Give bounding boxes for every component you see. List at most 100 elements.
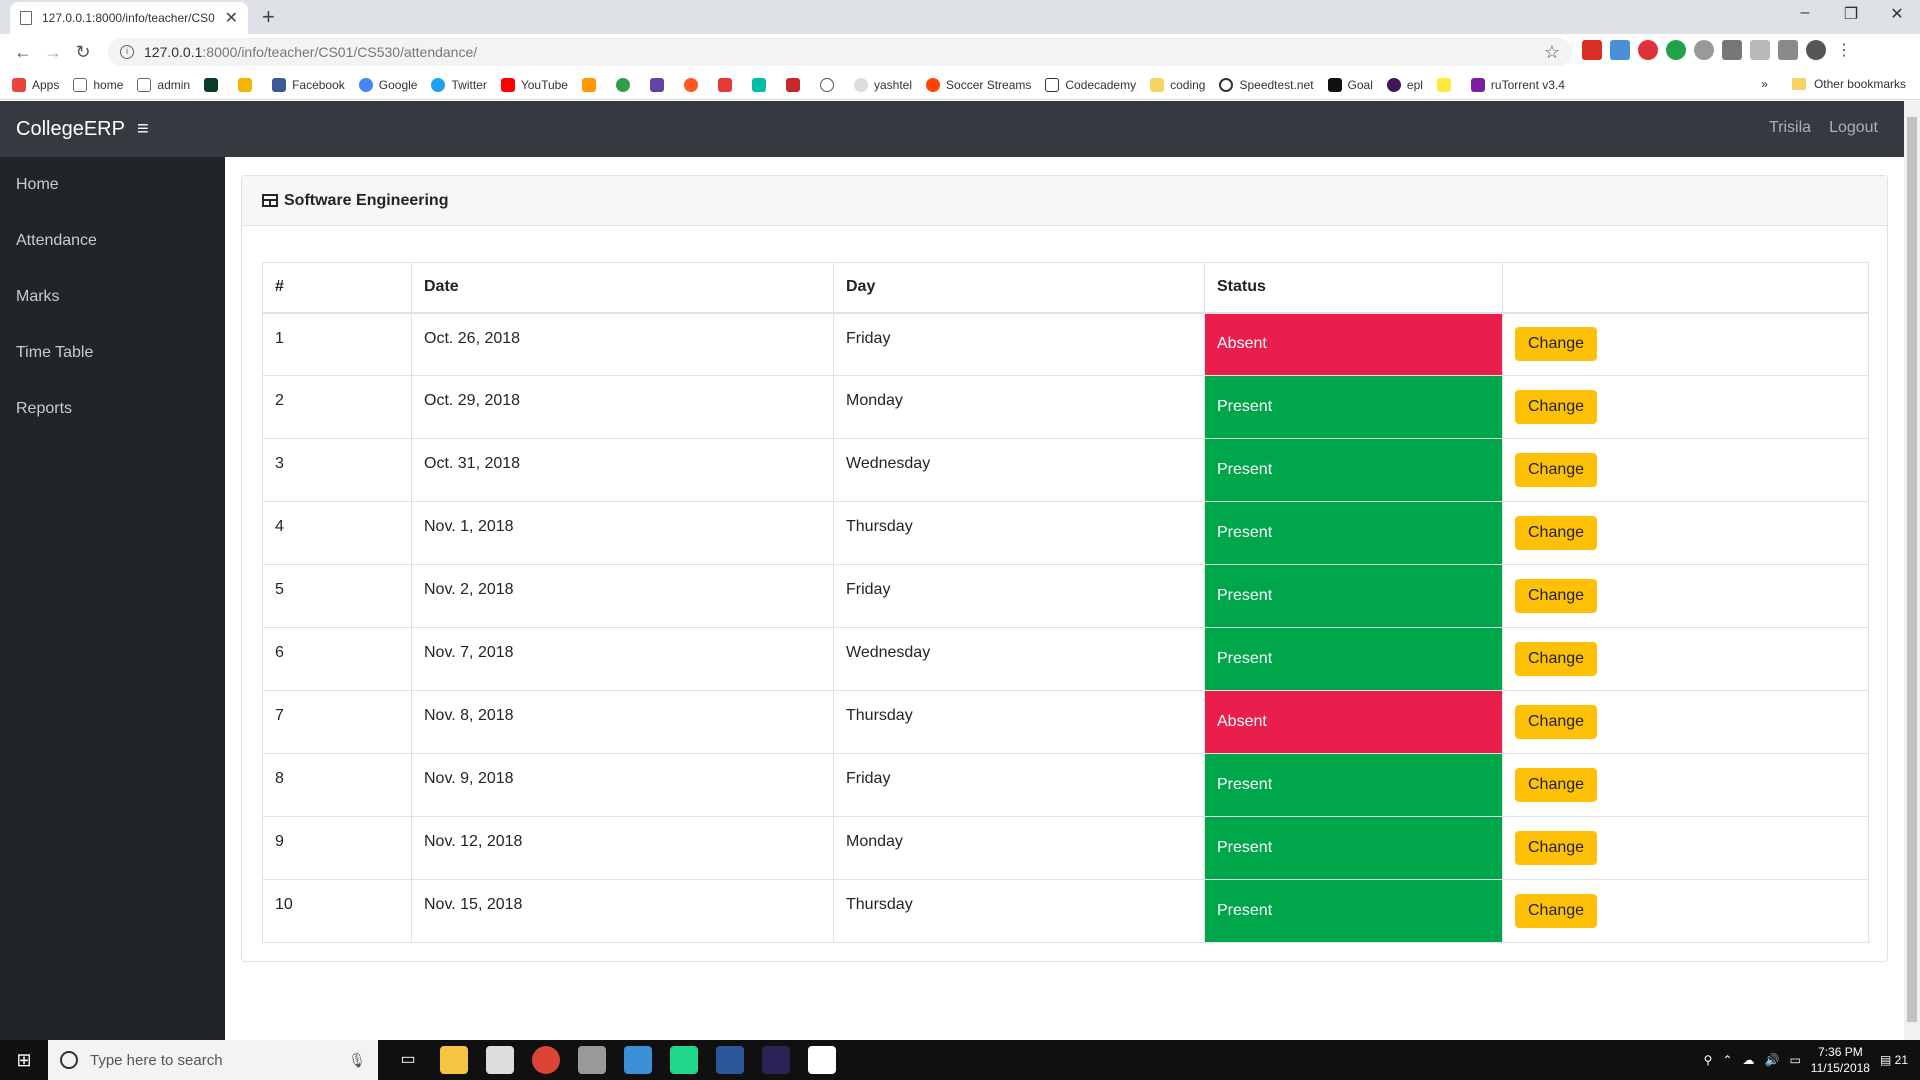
- twitch-icon: [649, 77, 664, 92]
- bookmark-home[interactable]: home: [73, 77, 123, 92]
- logout-link[interactable]: Logout: [1829, 119, 1878, 136]
- close-window-icon[interactable]: ✕: [1890, 6, 1904, 23]
- more-menu-icon[interactable]: ⋮: [1836, 42, 1852, 59]
- bookmark-site[interactable]: [819, 77, 840, 92]
- change-button[interactable]: Change: [1515, 768, 1598, 802]
- extension-icon[interactable]: [1722, 40, 1742, 60]
- user-link[interactable]: Trisila: [1768, 119, 1812, 136]
- scrollbar-thumb[interactable]: [1907, 117, 1917, 1022]
- bookmark-speedtest[interactable]: Speedtest.net: [1219, 77, 1314, 92]
- row-action: Change: [1502, 690, 1869, 754]
- notification-icon[interactable]: ▤ 21: [1879, 1053, 1908, 1067]
- file-explorer-icon[interactable]: [440, 1046, 468, 1074]
- sidebar-item-marks[interactable]: Marks: [16, 288, 60, 305]
- address-bar[interactable]: i 127.0.0.1:8000/info/teacher/CS01/CS530…: [108, 38, 1572, 66]
- change-button[interactable]: Change: [1515, 327, 1598, 362]
- word-icon[interactable]: [716, 1046, 744, 1074]
- bookmark-goal[interactable]: Goal: [1327, 77, 1373, 92]
- change-button[interactable]: Change: [1515, 453, 1598, 487]
- sidebar-item-reports[interactable]: Reports: [16, 400, 73, 417]
- photos-icon[interactable]: [808, 1046, 836, 1074]
- bookmark-twitter[interactable]: Twitter: [431, 77, 487, 92]
- extension-icon[interactable]: [1694, 40, 1714, 60]
- mail-icon[interactable]: [486, 1046, 514, 1074]
- new-tab-icon[interactable]: +: [262, 4, 275, 29]
- chevron-up-icon[interactable]: ⌃: [1722, 1053, 1733, 1067]
- sidebar-item-home[interactable]: Home: [16, 176, 59, 193]
- change-button[interactable]: Change: [1515, 390, 1598, 424]
- bookmark-apps[interactable]: Apps: [12, 77, 59, 92]
- bookmark-soccer-streams[interactable]: Soccer Streams: [926, 77, 1031, 92]
- people-icon[interactable]: ⚲: [1703, 1053, 1713, 1067]
- windows-start-icon[interactable]: ⊞: [16, 1049, 32, 1070]
- bookmark-yashtel[interactable]: yashtel: [853, 77, 912, 92]
- bookmark-coding[interactable]: coding: [1150, 77, 1205, 92]
- column-header-status: Status: [1204, 262, 1503, 314]
- bookmark-google[interactable]: Google: [358, 77, 417, 92]
- forward-icon[interactable]: →: [44, 41, 62, 62]
- bookmark-epl[interactable]: epl: [1386, 77, 1423, 92]
- sidebar-item-time-table[interactable]: Time Table: [16, 344, 94, 361]
- bookmark-site[interactable]: [1436, 77, 1457, 92]
- page-scrollbar[interactable]: [1904, 101, 1920, 1040]
- amazon-icon: [581, 77, 596, 92]
- menu-toggle-icon[interactable]: ≡: [136, 117, 149, 140]
- opera-extension-icon[interactable]: [1638, 40, 1658, 60]
- bookmark-other[interactable]: » Other bookmarks: [1761, 77, 1906, 91]
- bookmark-facebook[interactable]: Facebook: [272, 77, 345, 92]
- bookmark-site[interactable]: [683, 77, 704, 92]
- clock[interactable]: 7:36 PM 11/15/2018: [1811, 1044, 1870, 1076]
- bookmark-amazon[interactable]: [581, 77, 602, 92]
- extension-icon[interactable]: [1778, 40, 1798, 60]
- brand[interactable]: CollegeERP: [16, 117, 125, 140]
- change-button[interactable]: Change: [1515, 642, 1598, 676]
- bookmark-django[interactable]: [204, 77, 224, 92]
- bookmark-codecademy[interactable]: Codecademy: [1045, 77, 1136, 92]
- task-view-icon[interactable]: ▭: [400, 1051, 416, 1068]
- gmail-extension-icon[interactable]: [1582, 40, 1602, 60]
- onedrive-icon[interactable]: ☁: [1742, 1053, 1755, 1067]
- restore-icon[interactable]: ❐: [1843, 6, 1859, 23]
- app-icon[interactable]: [578, 1046, 606, 1074]
- extension-icon[interactable]: [1750, 40, 1770, 60]
- bookmark-site[interactable]: [785, 77, 806, 92]
- bookmark-site[interactable]: [751, 77, 772, 92]
- change-button[interactable]: Change: [1515, 579, 1598, 613]
- app-icon[interactable]: [624, 1046, 652, 1074]
- row-number: 4: [262, 501, 412, 565]
- folder-icon: [1791, 78, 1806, 90]
- bookmark-twitch[interactable]: [649, 77, 670, 92]
- bookmark-site[interactable]: [615, 77, 636, 92]
- row-status: Present: [1204, 564, 1503, 628]
- site-info-icon[interactable]: i: [120, 45, 134, 59]
- change-button[interactable]: Change: [1515, 705, 1598, 739]
- bookmark-rutorrent[interactable]: ruTorrent v3.4: [1470, 77, 1565, 92]
- back-icon[interactable]: ←: [14, 41, 32, 62]
- close-tab-icon[interactable]: ✕: [224, 10, 238, 27]
- bookmark-site[interactable]: [717, 77, 738, 92]
- app-icon[interactable]: [762, 1046, 790, 1074]
- change-button[interactable]: Change: [1515, 894, 1598, 928]
- bookmark-star-icon[interactable]: ☆: [1543, 41, 1560, 62]
- change-button[interactable]: Change: [1515, 516, 1598, 550]
- pycharm-icon[interactable]: [670, 1046, 698, 1074]
- sidebar-item-attendance[interactable]: Attendance: [16, 232, 97, 249]
- profile-icon[interactable]: [1806, 40, 1826, 60]
- app-navbar: CollegeERP ≡ Trisila Logout: [0, 101, 1904, 157]
- network-icon[interactable]: ▭: [1789, 1053, 1801, 1067]
- reload-icon[interactable]: ↻: [75, 41, 91, 62]
- bookmark-drive[interactable]: [238, 77, 258, 92]
- extension-icon[interactable]: [1666, 40, 1686, 60]
- chrome-icon[interactable]: [532, 1046, 560, 1074]
- change-button[interactable]: Change: [1515, 831, 1598, 865]
- bookmark-youtube[interactable]: YouTube: [500, 77, 568, 92]
- chevron-right-icon[interactable]: »: [1761, 77, 1768, 91]
- minimize-icon[interactable]: –: [1800, 4, 1810, 21]
- volume-icon[interactable]: 🔊: [1764, 1053, 1780, 1067]
- site-icon: [751, 77, 766, 92]
- taskbar-search[interactable]: Type here to search 🎙: [48, 1040, 378, 1080]
- microphone-icon[interactable]: 🎙: [348, 1051, 366, 1068]
- bookmark-admin[interactable]: admin: [137, 77, 190, 92]
- extension-icon[interactable]: [1610, 40, 1630, 60]
- browser-tab[interactable]: 127.0.0.1:8000/info/teacher/CS0 ✕: [10, 2, 248, 34]
